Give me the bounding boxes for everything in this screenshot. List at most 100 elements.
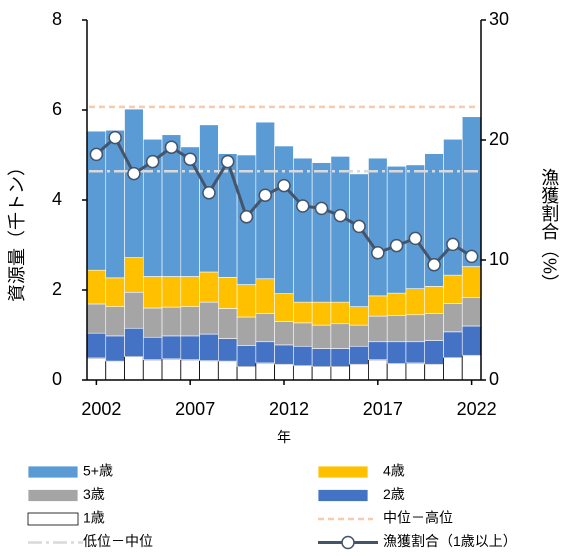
bar-segment <box>424 286 444 314</box>
legend-label: 低位－中位 <box>83 533 153 549</box>
y2-tick-label: 20 <box>489 129 509 149</box>
bar-segment <box>405 314 426 343</box>
legend-marker <box>341 535 355 550</box>
bar-segment <box>274 293 294 322</box>
bar-segment <box>386 292 407 316</box>
bar-segment <box>386 165 407 294</box>
bar-segment <box>180 276 200 307</box>
bar-segment <box>405 164 426 289</box>
line-marker <box>427 258 441 272</box>
x-tick-label: 2022 <box>457 399 497 419</box>
bar-segment <box>443 331 463 358</box>
bar-segment <box>218 308 238 339</box>
legend-label: 4歳 <box>383 463 405 479</box>
bar-segment <box>180 146 200 277</box>
bar-segment <box>386 315 407 343</box>
line-marker <box>164 140 179 154</box>
bar-segment <box>124 291 144 329</box>
bar-segment <box>311 301 332 326</box>
legend-swatch <box>317 489 369 502</box>
bar-segment <box>142 336 163 361</box>
bar-segment <box>293 322 313 347</box>
bar-segment <box>368 295 388 317</box>
bar-segment <box>330 348 350 367</box>
line-marker <box>333 208 348 223</box>
x-tick-label: 2012 <box>269 399 309 419</box>
legend-label: 3歳 <box>83 486 105 502</box>
bar-segment <box>142 359 163 381</box>
bar-segment <box>142 307 163 338</box>
x-tick-label: 2017 <box>363 399 403 419</box>
legend-swatch <box>317 465 369 479</box>
line-marker <box>371 246 385 260</box>
bar-segment <box>161 335 182 360</box>
bar-segment <box>405 362 426 381</box>
bar-segment <box>330 323 350 349</box>
line-marker <box>127 166 141 181</box>
bar-segment <box>349 306 369 326</box>
line-marker <box>258 188 272 202</box>
bar-segment <box>368 157 388 297</box>
bar-segment <box>161 134 182 277</box>
bar-segment <box>386 341 407 364</box>
bar-segment <box>142 276 163 309</box>
bar-segment <box>274 145 294 294</box>
bar-segment <box>443 357 463 381</box>
bar-segment <box>311 162 332 303</box>
line-marker <box>464 249 479 264</box>
bar-segment <box>255 341 275 364</box>
bar-segment <box>443 274 463 304</box>
bar-segment <box>461 325 482 356</box>
bar-segment <box>199 360 219 381</box>
bar-segment <box>124 327 144 357</box>
line-marker <box>89 147 104 162</box>
bar-segment <box>405 341 426 364</box>
line-marker <box>183 152 197 166</box>
bar-segment <box>124 356 144 381</box>
bar-segment <box>236 345 257 367</box>
bar-segment <box>461 116 482 267</box>
line-marker <box>352 219 366 234</box>
bar-segment <box>386 362 407 381</box>
legend-swatch <box>27 465 79 479</box>
bar-segment <box>105 277 125 307</box>
bar-segment <box>461 297 482 327</box>
bar-segment <box>311 348 332 367</box>
bar-segment <box>461 354 482 381</box>
bar-segment <box>368 315 388 343</box>
bar-segment <box>236 284 257 318</box>
bar-segment <box>274 344 294 365</box>
line-marker <box>446 237 460 252</box>
line-marker <box>277 178 291 193</box>
line-marker <box>145 154 160 169</box>
bar-segment <box>105 335 125 362</box>
bar-segment <box>293 301 313 324</box>
bar-segment <box>330 366 351 381</box>
bar-segment <box>86 303 107 334</box>
legend-label: 5+歳 <box>83 463 113 479</box>
bar-segment <box>180 359 200 381</box>
bar-segment <box>236 316 257 346</box>
bar-segment <box>105 306 125 337</box>
bar-segment <box>255 362 276 381</box>
y-axis-label: 資源量（千トン） <box>7 158 27 302</box>
x-tick-label: 2002 <box>81 399 121 419</box>
legend-swatch <box>27 512 79 526</box>
bar-segment <box>124 108 144 258</box>
bar-segment <box>311 366 332 381</box>
y2-tick-label: 10 <box>489 249 509 269</box>
bar-segment <box>349 173 369 307</box>
bar-segment <box>255 278 275 314</box>
legend-label: 漁獲割合（1歳以上） <box>383 533 517 549</box>
bar-segment <box>218 338 238 362</box>
legend-swatch <box>27 489 79 502</box>
line-marker <box>408 231 423 246</box>
bar-segment <box>274 321 294 346</box>
x-axis-label: 年 <box>277 430 291 446</box>
bar-segment <box>311 324 332 349</box>
bar-segment <box>274 363 294 381</box>
bar-segment <box>405 288 426 316</box>
bar-segment <box>368 341 388 361</box>
bar-segment <box>161 358 182 381</box>
